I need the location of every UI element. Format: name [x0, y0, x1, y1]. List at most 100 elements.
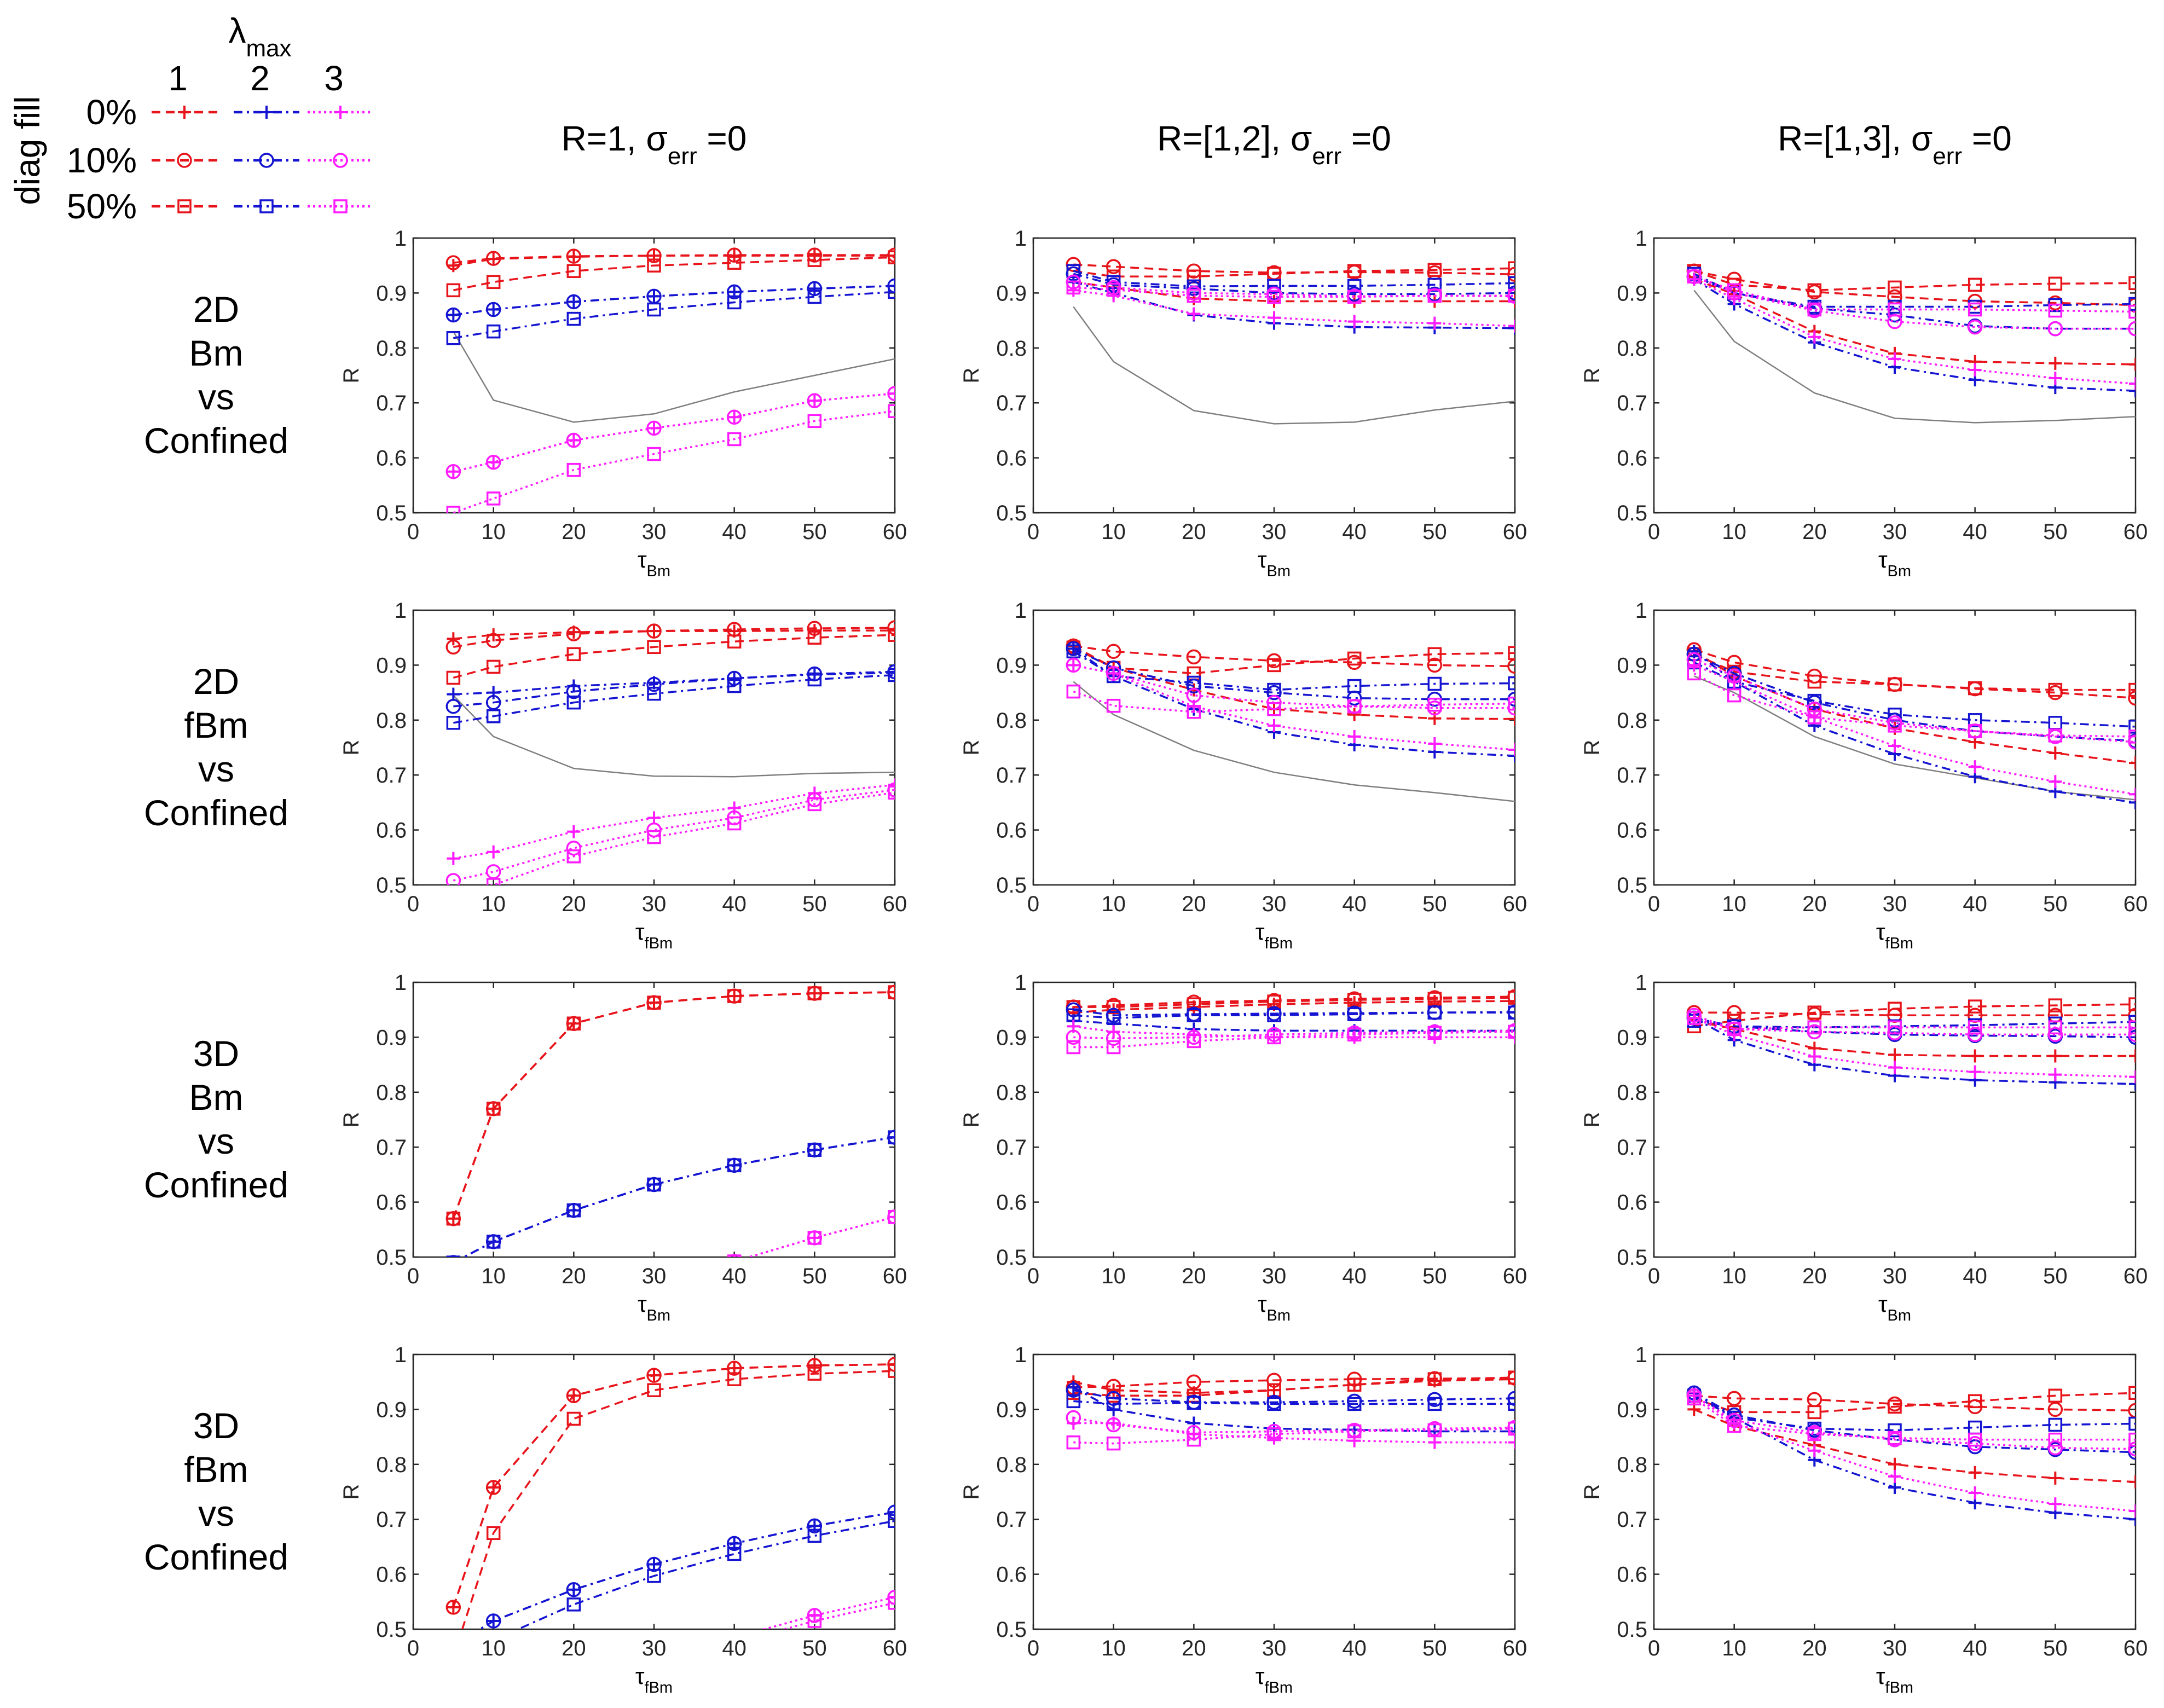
- x-tick-label: 50: [802, 1636, 827, 1660]
- row-title-line: 2D: [193, 661, 239, 702]
- series-l2-f2: [1066, 1394, 1515, 1411]
- data-point: [1267, 702, 1281, 716]
- data-point: [2048, 303, 2063, 318]
- data-point: [1727, 688, 1741, 703]
- data-point: [2129, 377, 2136, 391]
- data-point: [2128, 682, 2136, 697]
- series-line: [1694, 1394, 2136, 1412]
- data-point: [2128, 1020, 2136, 1035]
- data-point: [447, 1639, 460, 1652]
- data-point: [2128, 304, 2136, 319]
- data-point: [566, 432, 582, 448]
- y-axis-label: R: [1580, 1484, 1604, 1500]
- data-point: [445, 698, 461, 714]
- series-l3-f2: [1687, 1391, 2136, 1447]
- legend-column-label: 2: [250, 59, 270, 98]
- data-point: [1347, 699, 1362, 714]
- series-l2-f2: [446, 285, 895, 345]
- data-point: [1428, 737, 1442, 750]
- data-point: [566, 294, 582, 310]
- data-point: [1106, 282, 1121, 297]
- data-point: [566, 695, 581, 710]
- series-l1-f1: [445, 620, 895, 655]
- data-point: [1508, 1005, 1515, 1020]
- data-point: [2129, 1049, 2136, 1063]
- data-point: [447, 1212, 460, 1225]
- data-point: [487, 686, 500, 699]
- data-point: [2048, 1020, 2063, 1035]
- data-point: [1186, 1374, 1202, 1389]
- data-point: [807, 1358, 823, 1373]
- y-axis-label: R: [1580, 368, 1604, 384]
- x-axis-label: τfBm: [635, 1663, 673, 1697]
- x-tick-label: 20: [1182, 1636, 1206, 1660]
- y-tick-label: 1: [1015, 227, 1027, 251]
- y-tick-label: 0.9: [996, 1026, 1027, 1050]
- column-title: R=[1,3], σerr =0: [1778, 119, 2012, 170]
- data-point: [566, 1203, 581, 1218]
- x-tick-label: 40: [722, 892, 747, 916]
- data-point: [1066, 280, 1081, 295]
- x-tick-label: 0: [407, 892, 419, 916]
- series-line: [1073, 997, 1515, 1008]
- x-tick-label: 20: [1802, 1636, 1827, 1660]
- data-point: [1187, 1008, 1201, 1022]
- reference-line: [1073, 306, 1515, 425]
- y-tick-label: 0.9: [1617, 653, 1647, 678]
- data-point: [727, 1254, 742, 1257]
- data-point: [1888, 1431, 1902, 1445]
- x-axis-label: τBm: [1878, 547, 1911, 580]
- data-point: [566, 311, 581, 326]
- data-point: [1968, 1049, 1982, 1063]
- y-tick-label: 0.9: [376, 281, 407, 305]
- x-tick-label: 60: [883, 892, 907, 916]
- x-tick-label: 40: [1342, 520, 1367, 544]
- data-point: [1106, 1000, 1121, 1014]
- x-tick-label: 60: [1503, 1264, 1527, 1288]
- legend-marker-plus: [178, 106, 191, 119]
- data-point: [1968, 302, 1982, 317]
- data-point: [487, 1339, 500, 1352]
- data-point: [1508, 991, 1515, 1005]
- data-point: [726, 1536, 742, 1551]
- y-tick-label: 0.6: [1617, 1191, 1647, 1215]
- series-line: [1073, 1011, 1515, 1020]
- y-tick-label: 0.7: [996, 1508, 1027, 1532]
- y-tick-label: 0.6: [996, 819, 1027, 843]
- data-point: [1267, 1030, 1281, 1045]
- x-axis-label: τBm: [1258, 1291, 1291, 1324]
- x-tick-label: 40: [1963, 1636, 1987, 1660]
- plot-area: [1686, 997, 2136, 1091]
- data-point: [1267, 1427, 1281, 1441]
- data-point: [1347, 679, 1362, 693]
- y-axis-label: R: [339, 740, 363, 756]
- x-tick-label: 50: [2043, 1636, 2068, 1660]
- series-l3-f2: [486, 785, 895, 885]
- data-point: [1508, 1024, 1515, 1039]
- data-point: [1888, 1001, 1902, 1016]
- series-l3-f2: [1687, 269, 2136, 319]
- x-tick-label: 60: [2124, 892, 2148, 916]
- data-point: [567, 825, 581, 838]
- data-point: [1267, 1397, 1281, 1411]
- data-point: [1687, 1011, 1702, 1026]
- y-tick-label: 0.9: [376, 1026, 407, 1050]
- data-point: [2128, 997, 2136, 1011]
- data-point: [727, 295, 742, 310]
- x-tick-label: 60: [1503, 520, 1527, 544]
- data-point: [1187, 307, 1201, 321]
- x-tick-label: 20: [1182, 520, 1206, 544]
- x-tick-label: 10: [1101, 1264, 1126, 1288]
- data-point: [1508, 712, 1515, 726]
- legend-marker-square: [333, 199, 348, 213]
- data-point: [727, 679, 742, 693]
- data-point: [486, 878, 501, 885]
- x-tick-label: 10: [1722, 520, 1746, 544]
- data-point: [2049, 1049, 2062, 1063]
- data-point: [566, 684, 582, 699]
- data-point: [447, 1600, 460, 1614]
- data-point: [1347, 264, 1362, 278]
- x-tick-label: 0: [1648, 520, 1660, 544]
